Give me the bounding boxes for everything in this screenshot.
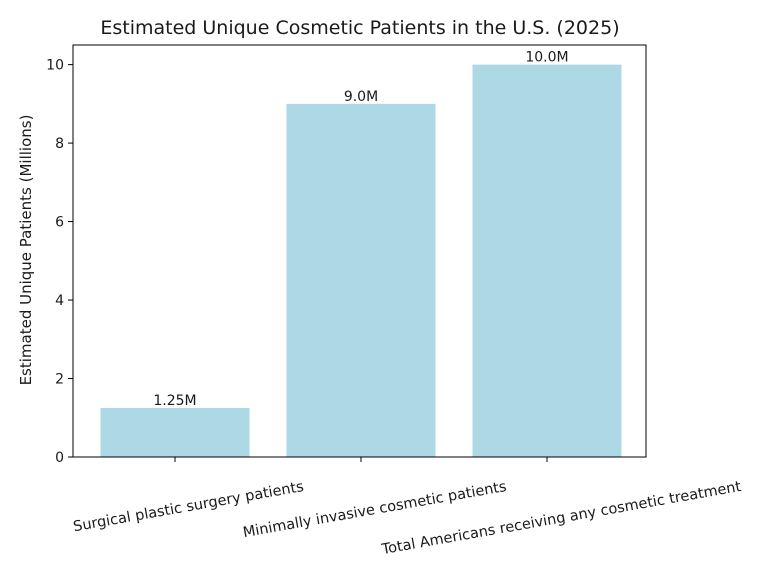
data-label: 9.0M: [344, 89, 378, 105]
y-axis-label: Estimated Unique Patients (Millions): [17, 115, 35, 386]
y-tick-label: 4: [55, 293, 64, 309]
bar: [472, 64, 622, 457]
y-tick-label: 2: [55, 372, 64, 388]
bars-layer: [100, 64, 622, 457]
y-tick-label: 8: [55, 136, 64, 152]
y-tick-label: 10: [46, 58, 64, 74]
bar: [100, 407, 250, 457]
plot-frame: [72, 44, 647, 458]
data-label: 10.0M: [525, 50, 568, 66]
ticks-layer: 0 2 4 6 8 10: [46, 58, 548, 466]
bar: [286, 103, 436, 457]
data-label: 1.25M: [153, 393, 196, 409]
chart-title: Estimated Unique Cosmetic Patients in th…: [100, 17, 619, 39]
y-tick-label: 0: [55, 450, 64, 466]
y-tick-label: 6: [55, 215, 64, 231]
